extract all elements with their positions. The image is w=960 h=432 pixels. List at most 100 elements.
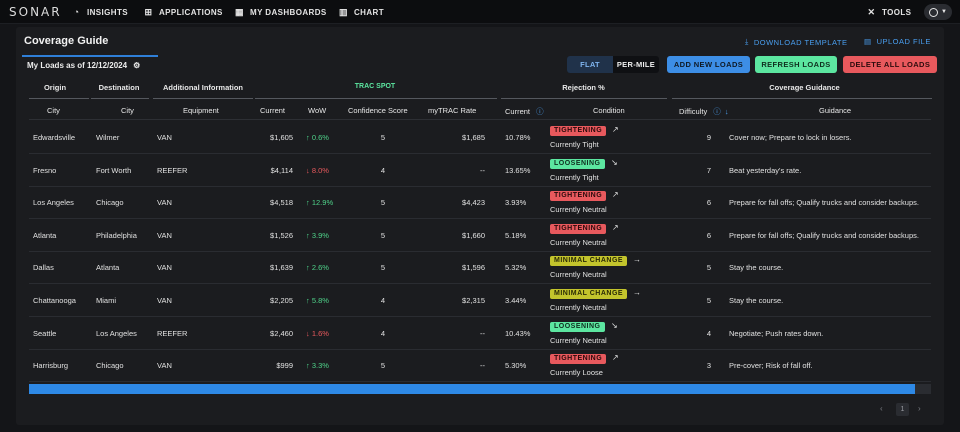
group-divider bbox=[29, 98, 89, 99]
cell-wow-value: 3.3% bbox=[311, 361, 329, 371]
condition-text: Currently Neutral bbox=[550, 237, 607, 247]
prev-page-icon[interactable]: ‹ bbox=[880, 404, 883, 413]
col-confidence[interactable]: Confidence Score bbox=[348, 106, 408, 115]
cell-dest-city: Philadelphia bbox=[96, 230, 137, 240]
cell-confidence-score: 4 bbox=[380, 165, 385, 175]
per-mile-toggle-option[interactable]: PER-MILE bbox=[616, 60, 656, 69]
cell-wow-value: 1.6% bbox=[311, 328, 329, 338]
user-menu-button[interactable]: ▼ bbox=[924, 4, 952, 20]
cell-wow: ↑ 3.3% bbox=[306, 361, 329, 370]
cell-dest-city: Miami bbox=[96, 296, 116, 305]
cell-difficulty: 6 bbox=[706, 198, 711, 208]
condition-text: Currently Neutral bbox=[550, 303, 607, 312]
cell-rejection-current: 5.32% bbox=[505, 263, 527, 273]
cell-current-rate: $1,605 bbox=[270, 133, 293, 142]
info-icon[interactable]: ⓘ bbox=[713, 107, 721, 116]
upload-file-label: UPLOAD FILE bbox=[876, 37, 931, 46]
add-new-loads-button[interactable]: ADD NEW LOADS bbox=[667, 56, 750, 73]
cell-difficulty: 9 bbox=[706, 133, 711, 142]
arrow-up-icon: ↑ bbox=[306, 263, 312, 273]
cell-rejection-current: 10.78% bbox=[505, 133, 531, 142]
trend-icon: → bbox=[633, 288, 641, 297]
table-row[interactable]: Harrisburg Chicago VAN $999 5 -- 5.30% 3 Pre-cov… bbox=[29, 349, 931, 383]
table-row[interactable]: Fresno Fort Worth REEFER $4,114 4 -- 13.65% 7 Be… bbox=[29, 154, 931, 187]
nav-my-dashboards[interactable]: ▦ MY DASHBOARDS bbox=[235, 7, 327, 18]
cell-dest-city: Atlanta bbox=[96, 263, 120, 273]
page-number[interactable]: 1 bbox=[896, 403, 909, 416]
col-mytrac-rate[interactable]: myTRAC Rate bbox=[428, 106, 477, 115]
table-row[interactable]: Chattanooga Miami VAN $2,205 4 $2,315 3.44% 5 St… bbox=[29, 284, 931, 317]
cell-rejection-current: 5.18% bbox=[505, 230, 527, 240]
condition-text: Currently Tight bbox=[550, 140, 599, 149]
horizontal-scrollbar[interactable] bbox=[29, 384, 931, 394]
nav-chart[interactable]: ▥ CHART bbox=[339, 7, 384, 18]
group-coverage-guidance: Coverage Guidance bbox=[769, 83, 840, 92]
cell-mytrac-rate: $1,660 bbox=[462, 230, 485, 240]
download-template-link[interactable]: ⤓ DOWNLOAD TEMPLATE bbox=[745, 37, 847, 47]
refresh-loads-button[interactable]: REFRESH LOADS bbox=[755, 56, 837, 73]
table-row[interactable]: Los Angeles Chicago VAN $4,518 5 $4,423 3.93% 6… bbox=[29, 186, 931, 220]
cell-confidence-score: 5 bbox=[380, 198, 385, 208]
cell-origin-city: Harrisburg bbox=[33, 361, 69, 371]
condition-badge: TIGHTENING bbox=[550, 354, 607, 365]
table-row[interactable]: Dallas Atlanta VAN $1,639 5 $1,596 5.32% 5 Stay … bbox=[29, 251, 931, 285]
upload-file-link[interactable]: ▤ UPLOAD FILE bbox=[864, 37, 931, 46]
cell-current-rate: $2,205 bbox=[270, 296, 293, 305]
table-row[interactable]: Edwardsville Wilmer VAN $1,605 5 $1,685 10.78%… bbox=[29, 121, 931, 154]
condition-text: Currently Neutral bbox=[550, 270, 607, 280]
group-trac-spot: TRAC SPOT bbox=[354, 83, 396, 90]
cell-dest-city: Wilmer bbox=[96, 133, 120, 142]
col-difficulty[interactable]: Difficulty ⓘ ↓ bbox=[679, 106, 729, 117]
group-divider bbox=[91, 98, 149, 99]
scrollbar-thumb[interactable] bbox=[29, 384, 915, 394]
sonar-logo[interactable]: SONAR bbox=[9, 5, 62, 19]
col-rejection-current[interactable]: Current ⓘ bbox=[505, 106, 544, 117]
cell-current-rate: $4,114 bbox=[270, 165, 293, 175]
chart-icon: ▥ bbox=[339, 7, 348, 17]
gear-icon[interactable]: ⚙ bbox=[133, 61, 141, 70]
table-row[interactable]: Seattle Los Angeles REEFER $2,460 4 -- 10.43% 4… bbox=[29, 317, 931, 350]
arrow-down-icon: ↓ bbox=[306, 328, 312, 338]
table-row[interactable]: Atlanta Philadelphia VAN $1,526 5 $1,660 5.18%… bbox=[29, 219, 931, 252]
condition-badge: MINIMAL CHANGE bbox=[550, 289, 628, 299]
cell-confidence-score: 4 bbox=[380, 296, 385, 305]
group-origin: Origin bbox=[43, 83, 67, 92]
download-template-label: DOWNLOAD TEMPLATE bbox=[753, 37, 848, 47]
cell-wow-value: 0.6% bbox=[311, 133, 329, 142]
cell-wow: ↓ 1.6% bbox=[306, 329, 329, 338]
col-guidance[interactable]: Guidance bbox=[819, 106, 852, 115]
cell-wow: ↑ 2.6% bbox=[306, 263, 329, 272]
cell-guidance: Prepare for fall offs; Qualify trucks an… bbox=[729, 198, 919, 208]
cell-mytrac-rate: -- bbox=[480, 165, 485, 175]
nav-my-dashboards-label: MY DASHBOARDS bbox=[250, 8, 327, 17]
col-difficulty-label: Difficulty bbox=[679, 107, 708, 116]
col-current[interactable]: Current bbox=[260, 106, 286, 115]
next-page-icon[interactable]: › bbox=[918, 404, 921, 413]
tab-my-loads-label: My Loads as of 12/12/2024 bbox=[27, 61, 128, 70]
cell-difficulty: 4 bbox=[706, 328, 711, 338]
col-origin-city[interactable]: City bbox=[47, 106, 60, 115]
nav-tools[interactable]: ✕ TOOLS bbox=[867, 7, 912, 18]
col-dest-city[interactable]: City bbox=[121, 106, 134, 115]
condition-badge: MINIMAL CHANGE bbox=[550, 256, 628, 267]
group-additional-info: Additional Information bbox=[163, 83, 243, 92]
cell-dest-city: Chicago bbox=[96, 198, 124, 208]
cell-confidence-score: 5 bbox=[380, 230, 385, 240]
sort-down-icon[interactable]: ↓ bbox=[724, 107, 729, 116]
col-equipment[interactable]: Equipment bbox=[183, 106, 219, 115]
flat-toggle-option[interactable]: FLAT bbox=[567, 56, 613, 73]
cell-guidance: Stay the course. bbox=[729, 263, 784, 273]
nav-applications-label: APPLICATIONS bbox=[159, 8, 223, 17]
cell-dest-city: Fort Worth bbox=[96, 165, 132, 175]
nav-applications[interactable]: ⊞ APPLICATIONS bbox=[144, 7, 223, 18]
cell-difficulty: 5 bbox=[706, 263, 711, 273]
col-condition[interactable]: Condition bbox=[593, 106, 625, 115]
nav-insights[interactable]: ◔ INSIGHTS bbox=[72, 7, 128, 17]
trend-icon: ↘ bbox=[611, 320, 618, 330]
file-icon: ▤ bbox=[864, 37, 872, 46]
applications-icon: ⊞ bbox=[144, 7, 153, 17]
info-icon[interactable]: ⓘ bbox=[536, 107, 544, 116]
tab-my-loads[interactable]: My Loads as of 12/12/2024 ⚙ bbox=[27, 61, 140, 70]
delete-all-loads-button[interactable]: DELETE ALL LOADS bbox=[843, 56, 937, 73]
col-wow[interactable]: WoW bbox=[308, 106, 327, 115]
